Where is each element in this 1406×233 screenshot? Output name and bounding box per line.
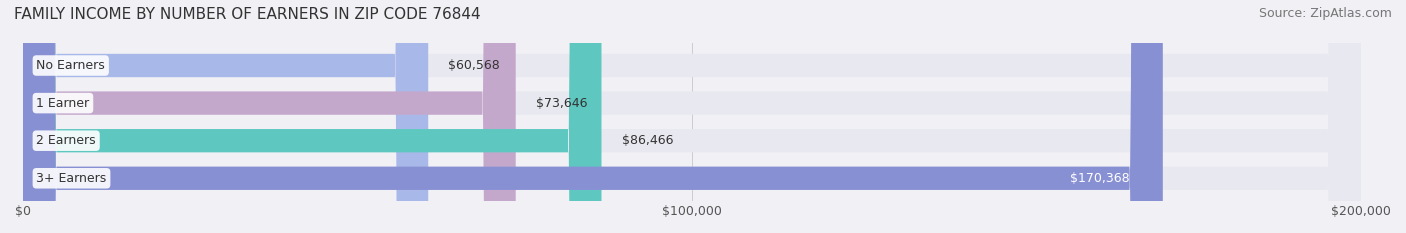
FancyBboxPatch shape bbox=[22, 0, 1361, 233]
Text: 1 Earner: 1 Earner bbox=[37, 97, 90, 110]
Text: 3+ Earners: 3+ Earners bbox=[37, 172, 107, 185]
FancyBboxPatch shape bbox=[22, 0, 516, 233]
Text: FAMILY INCOME BY NUMBER OF EARNERS IN ZIP CODE 76844: FAMILY INCOME BY NUMBER OF EARNERS IN ZI… bbox=[14, 7, 481, 22]
Text: $86,466: $86,466 bbox=[621, 134, 673, 147]
FancyBboxPatch shape bbox=[22, 0, 1361, 233]
Text: $60,568: $60,568 bbox=[449, 59, 501, 72]
FancyBboxPatch shape bbox=[22, 0, 1163, 233]
Text: 2 Earners: 2 Earners bbox=[37, 134, 96, 147]
FancyBboxPatch shape bbox=[22, 0, 1361, 233]
Text: Source: ZipAtlas.com: Source: ZipAtlas.com bbox=[1258, 7, 1392, 20]
Text: $170,368: $170,368 bbox=[1070, 172, 1129, 185]
FancyBboxPatch shape bbox=[22, 0, 429, 233]
FancyBboxPatch shape bbox=[22, 0, 1361, 233]
Text: $73,646: $73,646 bbox=[536, 97, 588, 110]
Text: No Earners: No Earners bbox=[37, 59, 105, 72]
FancyBboxPatch shape bbox=[22, 0, 602, 233]
